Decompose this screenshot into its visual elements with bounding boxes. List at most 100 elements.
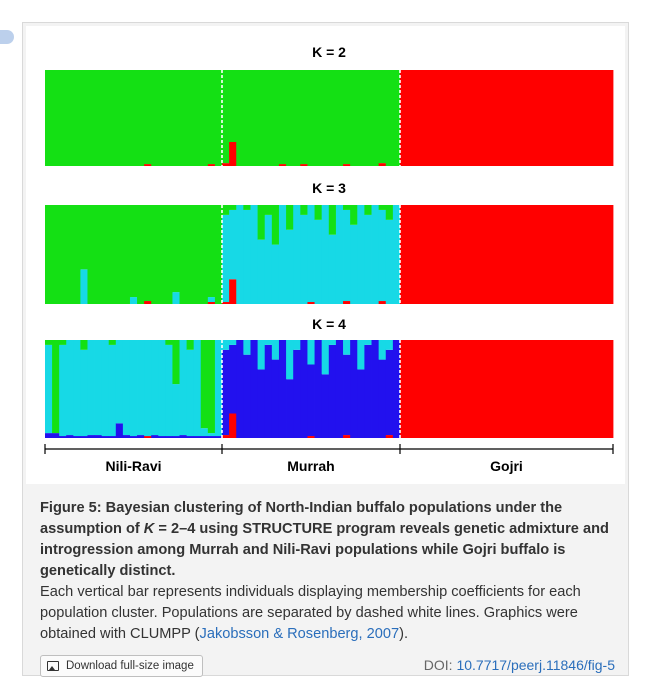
bar-segment-red	[598, 70, 607, 166]
caption-title-k: K	[143, 521, 155, 537]
bar-segment-red	[207, 164, 216, 166]
bar-segment-green	[364, 70, 372, 166]
bar-segment-red	[534, 205, 543, 304]
figure-card: K = 2 K = 3 K = 4 Nili-Ravi Murrah Gojri Figu…	[22, 22, 629, 679]
bar-segment-red	[513, 340, 522, 438]
bar-segment-blue	[321, 374, 330, 438]
bar-segment-red	[549, 70, 557, 166]
bar-segment-red	[563, 340, 571, 438]
bar-segment-cyan	[214, 340, 223, 437]
bar-segment-red	[527, 205, 536, 304]
bar-segment-red	[435, 205, 443, 304]
bar-segment-green	[172, 205, 180, 293]
bar-segment-red	[513, 205, 522, 304]
bar-segment-green	[214, 205, 223, 304]
bar-segment-green	[129, 70, 138, 166]
bar-segment-green	[350, 70, 358, 166]
bar-segment-cyan	[278, 205, 287, 304]
bar-segment-green	[335, 70, 344, 166]
bar-segment-blue	[193, 436, 202, 438]
bar-segment-green	[314, 70, 323, 166]
bar-segment-red	[207, 302, 216, 304]
bar-segment-red	[478, 340, 486, 438]
citation-link[interactable]: Jakobsson & Rosenberg, 2007	[199, 626, 400, 642]
bar-segment-green	[151, 70, 159, 166]
bar-segment-cyan	[264, 214, 273, 304]
bar-segment-green	[45, 205, 53, 304]
bar-segment-cyan	[222, 214, 230, 303]
caption-title-part2: = 2–4 using STRUCTURE program reveals ge…	[40, 521, 609, 579]
bar-segment-cyan	[137, 340, 145, 436]
bar-segment-red	[442, 70, 451, 166]
bar-segment-green	[87, 205, 95, 304]
bar-segment-red	[222, 163, 230, 166]
bar-segment-cyan	[293, 205, 301, 304]
bar-segment-green	[66, 70, 74, 166]
bar-segment-blue	[278, 340, 287, 438]
figure-footer: Download full-size image DOI: 10.7717/pe…	[40, 655, 615, 679]
bar-segment-red	[478, 70, 486, 166]
bar-segment-red	[605, 205, 614, 304]
bar-segment-blue	[343, 354, 351, 436]
bar-segment-cyan	[207, 433, 216, 437]
bar-segment-cyan	[307, 340, 315, 365]
bar-segment-red	[542, 340, 550, 438]
bar-segment-red	[414, 340, 422, 438]
bar-segment-red	[499, 70, 507, 166]
bar-segment-red	[584, 205, 593, 304]
bar-segment-blue	[236, 340, 244, 438]
bar-segment-red	[414, 205, 422, 304]
bar-segment-green	[286, 205, 294, 230]
bar-segment-blue	[66, 435, 74, 438]
bar-segment-green	[214, 70, 223, 166]
x-tick-label: Gojri	[490, 458, 523, 474]
bar-segment-green	[108, 205, 117, 304]
figure-image[interactable]: K = 2 K = 3 K = 4 Nili-Ravi Murrah Gojri	[26, 26, 625, 484]
bar-segment-red	[513, 70, 522, 166]
bar-segment-red	[229, 279, 237, 304]
bar-segment-red	[400, 340, 408, 438]
bar-segment-green	[59, 340, 67, 345]
bar-segment-blue	[314, 340, 323, 438]
bar-segment-blue	[200, 436, 209, 438]
x-tick-label: Nili-Ravi	[105, 458, 161, 474]
bar-segment-blue	[52, 433, 60, 438]
bar-segment-red	[492, 205, 500, 304]
bar-segment-red	[520, 205, 529, 304]
bar-segment-green	[80, 340, 88, 350]
bar-segment-red	[485, 70, 493, 166]
bar-segment-cyan	[158, 340, 166, 437]
bar-segment-red	[400, 70, 408, 166]
bar-segment-cyan	[94, 340, 103, 436]
bar-segment-red	[584, 70, 593, 166]
bar-segment-red	[449, 70, 458, 166]
bar-segment-red	[577, 340, 585, 438]
bar-segment-cyan	[80, 269, 88, 304]
bar-segment-green	[300, 70, 308, 165]
bar-segment-blue	[257, 369, 266, 438]
bar-segment-red	[492, 340, 500, 438]
bar-segment-cyan	[229, 340, 237, 345]
bar-segment-green	[66, 205, 74, 304]
bar-segment-green	[307, 70, 315, 166]
bar-segment-green	[122, 205, 131, 304]
bar-segment-red	[570, 340, 578, 438]
bar-segment-cyan	[314, 219, 323, 304]
doi-link[interactable]: 10.7717/peerj.11846/fig-5	[456, 657, 615, 673]
download-full-size-button[interactable]: Download full-size image	[40, 655, 203, 677]
bar-segment-cyan	[321, 205, 330, 304]
bar-segment-red	[343, 435, 351, 438]
x-tick-label: Murrah	[287, 458, 334, 474]
bar-segment-cyan	[307, 205, 315, 303]
bar-segment-cyan	[250, 205, 258, 304]
bar-segment-green	[186, 340, 195, 350]
bar-segment-cyan	[243, 340, 251, 355]
bar-segment-green	[286, 70, 294, 166]
bar-segment-red	[520, 70, 529, 166]
bar-segment-red	[229, 413, 237, 438]
bar-segment-cyan	[286, 340, 294, 380]
bar-segment-green	[52, 70, 60, 166]
bar-segment-green	[357, 70, 365, 166]
bar-segment-green	[350, 205, 358, 225]
bar-segment-red	[478, 205, 486, 304]
